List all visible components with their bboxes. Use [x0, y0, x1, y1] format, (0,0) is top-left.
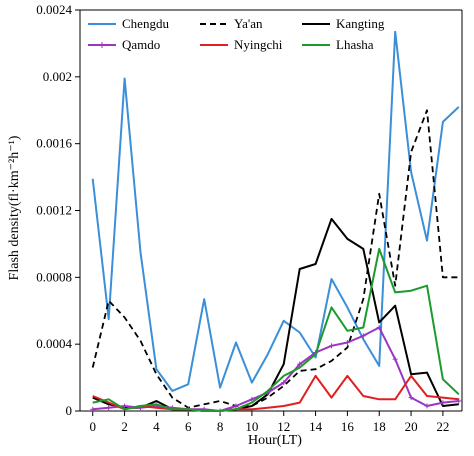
x-tick-label: 22: [436, 419, 449, 434]
legend-entry-lhasha: Lhasha: [302, 37, 374, 52]
legend-entry-kangting: Kangting: [302, 16, 385, 31]
y-tick-label: 0.0004: [36, 336, 72, 351]
legend-label: Qamdo: [122, 37, 160, 52]
y-tick-label: 0.0016: [36, 136, 72, 151]
legend-entry-chengdu: Chengdu: [88, 16, 169, 31]
y-tick-label: 0.0024: [36, 2, 72, 17]
chart-legend: Chengdu Ya'an Kangting Qamdo Nyingchi Lhasha: [88, 16, 385, 52]
series-line-qamdo: [92, 326, 459, 412]
x-tick-label: 16: [341, 419, 355, 434]
legend-label: Kangting: [336, 16, 385, 31]
series-point-qamdo: [376, 324, 382, 330]
x-axis-title: Hour(LT): [248, 433, 302, 448]
series-point-qamdo: [249, 396, 255, 402]
series-point-qamdo: [90, 406, 96, 412]
legend-label: Chengdu: [122, 16, 169, 31]
series-point-qamdo: [456, 398, 462, 404]
series-point-qamdo: [408, 395, 414, 401]
series-point-qamdo: [297, 361, 303, 367]
series-line-chengdu: [91, 30, 460, 392]
legend-entry-ya-an: Ya'an: [200, 16, 263, 31]
x-tick-label: 8: [217, 419, 224, 434]
y-axis-title: Flash density(fl·km⁻²h⁻¹): [7, 135, 22, 280]
x-tick-label: 12: [277, 419, 290, 434]
series-point-qamdo: [344, 339, 350, 345]
x-tick-label: 18: [373, 419, 386, 434]
series-point-qamdo: [106, 405, 112, 411]
series-point-qamdo: [440, 400, 446, 406]
series-line-kangting: [92, 217, 459, 412]
x-tick-label: 4: [153, 419, 160, 434]
series-point-qamdo: [281, 380, 287, 386]
x-tick-label: 2: [121, 419, 128, 434]
legend-entry-qamdo: Qamdo: [88, 37, 160, 52]
series-line-ya-an: [91, 109, 459, 409]
y-tick-label: 0.0012: [36, 203, 72, 218]
series-point-qamdo: [392, 356, 398, 362]
series-line-nyingchi: [92, 374, 459, 412]
y-tick-label: 0.0008: [36, 269, 72, 284]
x-tick-label: 20: [405, 419, 418, 434]
legend-entry-nyingchi: Nyingchi: [200, 37, 283, 52]
legend-label: Ya'an: [234, 16, 263, 31]
legend-label: Nyingchi: [234, 37, 283, 52]
x-tick-label: 0: [89, 419, 96, 434]
x-tick-label: 14: [309, 419, 323, 434]
legend-label: Lhasha: [336, 37, 374, 52]
chart-axes: 0 0.0004 0.0008 0.0012 0.0016 0.002 0.0024 0 2 4 6…: [36, 2, 463, 434]
series-layer: [90, 30, 462, 414]
series-point-qamdo: [233, 403, 239, 409]
series-point-qamdo: [424, 403, 430, 409]
series-line-lhasha: [92, 247, 460, 412]
series-point-qamdo: [122, 403, 128, 409]
series-point-qamdo: [328, 343, 334, 349]
x-tick-label: 10: [245, 419, 258, 434]
x-tick-label: 6: [185, 419, 192, 434]
series-point-qamdo: [360, 333, 366, 339]
y-tick-label: 0.002: [43, 69, 72, 84]
y-tick-label: 0: [66, 403, 73, 418]
